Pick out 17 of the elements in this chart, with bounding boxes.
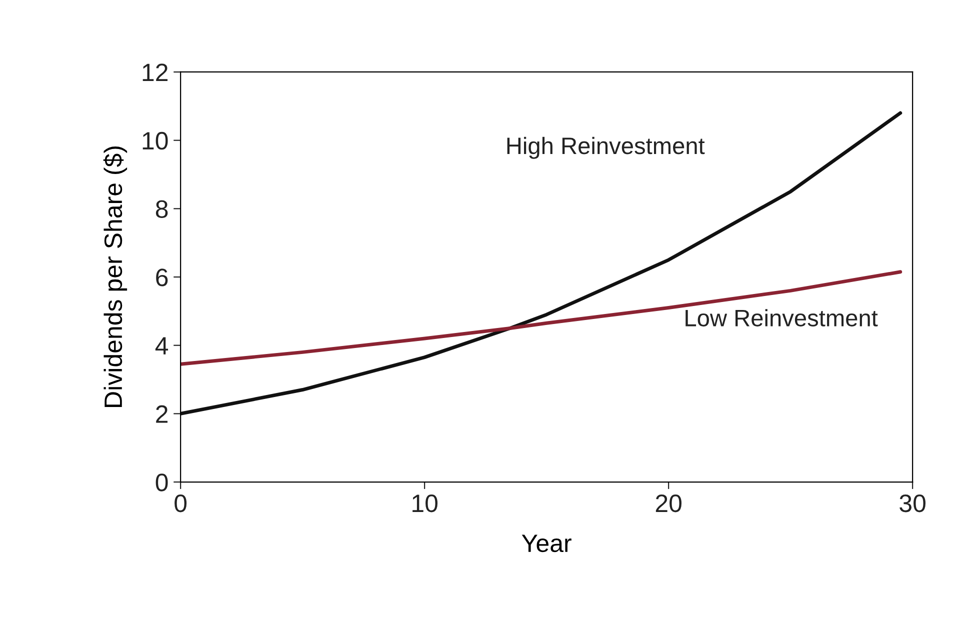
x-tick-label: 10 xyxy=(412,494,438,512)
y-tick-label: 6 xyxy=(156,268,168,286)
y-tick-label: 2 xyxy=(156,405,168,423)
y-tick-label: 4 xyxy=(155,337,168,354)
y-tick-label: 12 xyxy=(142,64,168,82)
x-tick-label: 30 xyxy=(900,494,926,512)
x-axis-title: Year xyxy=(522,534,572,552)
y-axis-title: Dividends per Share ($) xyxy=(103,146,128,407)
x-tick-label: 0 xyxy=(174,494,187,512)
y-tick-label: 0 xyxy=(156,474,168,492)
y-tick-label: 10 xyxy=(142,132,168,150)
line-series xyxy=(180,270,902,366)
y-tick-label: 8 xyxy=(156,200,168,218)
text: High Reinvestment xyxy=(507,136,705,159)
x-tick-label: 20 xyxy=(656,494,682,512)
series-label: Low Reinvestment xyxy=(686,309,878,326)
line-series xyxy=(180,111,902,416)
